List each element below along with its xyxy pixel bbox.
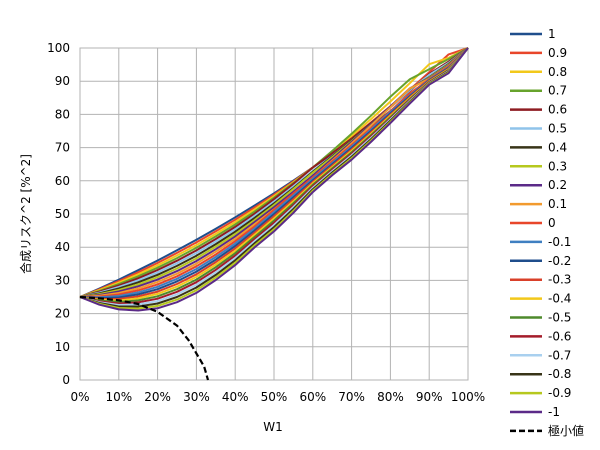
legend: 1 0.9 0.8 0.7 0.6 0.5 0.4 0.3 0.2 0.1 0 -0.1 -0.2 -0.… [510, 27, 584, 438]
x-tick-label: 20% [144, 390, 171, 404]
legend-label: 0.4 [548, 140, 567, 154]
legend-label: -0.7 [548, 348, 571, 362]
x-tick-label: 10% [105, 390, 132, 404]
legend-label: -0.1 [548, 235, 571, 249]
legend-label: -0.6 [548, 329, 571, 343]
legend-label: 0.1 [548, 197, 567, 211]
series-line-21 [79, 295, 210, 381]
legend-label: -0.5 [548, 311, 571, 325]
y-axis-title: 合成リスク^2 [%^2] [18, 154, 33, 274]
series-line-10 [79, 47, 469, 298]
y-tick-label: 80 [55, 107, 70, 121]
series-line-3 [79, 47, 469, 298]
legend-label: 0.9 [548, 46, 567, 60]
legend-label: 0.5 [548, 122, 567, 136]
y-tick-label: 40 [55, 240, 70, 254]
legend-label: -0.8 [548, 367, 571, 381]
y-tick-label: 10 [55, 340, 70, 354]
legend-label: 1 [548, 27, 556, 41]
legend-label: 0.2 [548, 178, 567, 192]
y-tick-label: 20 [55, 307, 70, 321]
legend-label: -0.2 [548, 254, 571, 268]
legend-label: -0.3 [548, 273, 571, 287]
legend-label: -1 [548, 405, 560, 419]
series-lines [79, 47, 469, 381]
legend-label: 0.7 [548, 84, 567, 98]
gridlines [79, 47, 469, 381]
plot-area-border [79, 47, 469, 381]
x-tick-label: 90% [416, 390, 443, 404]
y-tick-label: 100 [47, 41, 70, 55]
x-tick-label: 50% [261, 390, 288, 404]
x-tick-label: 80% [377, 390, 404, 404]
legend-label: 極小値 [548, 423, 584, 438]
x-tick-label: 70% [338, 390, 365, 404]
legend-label: 0 [548, 216, 556, 230]
legend-label: 0.6 [548, 103, 567, 117]
legend-label: 0.8 [548, 65, 567, 79]
series-line-20 [79, 47, 469, 312]
y-tick-label: 30 [55, 273, 70, 287]
x-tick-label: 30% [183, 390, 210, 404]
x-tick-label: 60% [299, 390, 326, 404]
axes: 0 10 20 30 40 50 60 70 80 90 100 0% 10% 20% 30% 40% 50% 6… [47, 41, 485, 404]
y-tick-label: 60 [55, 174, 70, 188]
x-tick-label: 40% [222, 390, 249, 404]
series-line-2 [79, 47, 469, 298]
x-tick-label: 0% [70, 390, 89, 404]
legend-label: 0.3 [548, 159, 567, 173]
legend-label: -0.9 [548, 386, 571, 400]
y-tick-label: 50 [55, 207, 70, 221]
x-axis-title: W1 [263, 420, 283, 434]
legend-label: -0.4 [548, 292, 571, 306]
y-tick-label: 70 [55, 141, 70, 155]
y-tick-label: 0 [62, 373, 70, 387]
x-tick-label: 100% [451, 390, 485, 404]
y-tick-label: 90 [55, 74, 70, 88]
